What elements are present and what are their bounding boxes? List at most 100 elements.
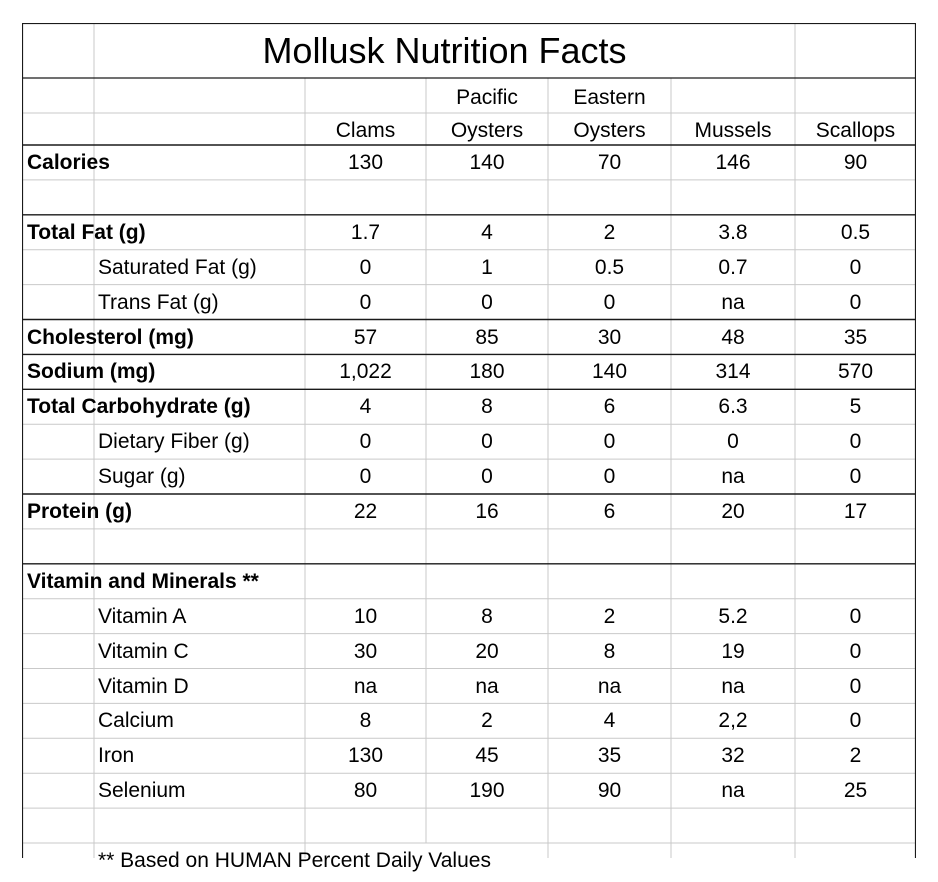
table-cell: 0 <box>603 290 616 314</box>
table-cell: 0 <box>359 465 372 489</box>
table-cell: 25 <box>843 779 868 803</box>
table-cell: 0 <box>849 430 862 454</box>
table-cell: na <box>475 674 499 698</box>
table-cell: 130 <box>347 151 384 174</box>
table-cell: 0 <box>849 674 862 698</box>
row-label: Sugar (g) <box>98 465 186 489</box>
table-cell: 0 <box>481 290 493 314</box>
table-cell: 2 <box>849 744 862 768</box>
table-cell: 70 <box>597 151 622 174</box>
column-header: Clams <box>335 119 396 142</box>
table-cell: 140 <box>591 360 628 384</box>
table-cell: na <box>721 779 745 803</box>
table-cell: 570 <box>837 360 874 384</box>
table-cell: 0 <box>603 465 616 489</box>
table-cell: 20 <box>721 500 745 523</box>
row-label: Calcium <box>98 709 174 733</box>
table-cell: 0 <box>359 290 372 314</box>
table-cell: 35 <box>597 744 622 768</box>
table-cell: 8 <box>603 639 616 663</box>
table-cell: 0 <box>481 465 493 489</box>
table-cell: 8 <box>481 395 493 419</box>
row-label: Vitamin D <box>98 674 189 698</box>
table-cell: 0 <box>727 430 739 454</box>
table-cell: 4 <box>603 709 616 733</box>
page-title: Mollusk Nutrition Facts <box>262 30 627 71</box>
table-cell: 0 <box>849 604 862 628</box>
table-cell: 4 <box>481 220 493 244</box>
table-cell: 8 <box>481 604 493 628</box>
table-cell: 16 <box>475 500 499 523</box>
table-cell: 35 <box>843 325 868 349</box>
row-label: Calories <box>27 151 110 174</box>
table-cell: 130 <box>347 744 384 768</box>
footnote: ** Based on HUMAN Percent Daily Values <box>98 849 491 872</box>
table-cell: 0.5 <box>840 220 871 244</box>
table-cell: na <box>721 465 745 489</box>
table-cell: 48 <box>721 325 745 349</box>
table-cell: 0 <box>849 290 862 314</box>
nutrition-sheet: Mollusk Nutrition Facts Clams Pacific Oyst… <box>22 23 916 871</box>
table-cell: 0 <box>481 430 493 454</box>
table-cell: 30 <box>597 325 622 349</box>
row-label: Total Carbohydrate (g) <box>27 395 251 419</box>
table-cell: 0.5 <box>594 255 625 279</box>
table-cell: 5.2 <box>718 604 748 628</box>
row-label: Vitamin A <box>98 604 187 628</box>
table-cell: 30 <box>353 639 378 663</box>
table-cell: 90 <box>843 151 868 174</box>
table-cell: 3.8 <box>718 220 748 244</box>
row-label: Trans Fat (g) <box>98 290 219 314</box>
table-cell: 0.7 <box>718 255 748 279</box>
table-cell: 0 <box>849 255 862 279</box>
column-header: Scallops <box>815 119 896 142</box>
table-cell: 10 <box>353 604 378 628</box>
table-cell: 0 <box>849 709 862 733</box>
table-cell: na <box>597 674 622 698</box>
table-cell: 6 <box>603 395 616 419</box>
table-cell: 190 <box>469 779 505 803</box>
table-cell: na <box>721 290 745 314</box>
column-header: Mussels <box>694 119 772 142</box>
row-label: Total Fat (g) <box>27 220 146 244</box>
table-cell: 17 <box>843 500 868 523</box>
table-cell: na <box>353 674 378 698</box>
column-header-line1: Eastern <box>573 86 646 109</box>
table-cell: 180 <box>469 360 505 384</box>
row-label: Iron <box>98 744 135 768</box>
row-label: Vitamin C <box>98 639 189 663</box>
column-header-line1: Pacific <box>456 86 518 109</box>
table-cell: 6.3 <box>718 395 748 419</box>
row-label: Vitamin and Minerals ** <box>27 569 259 593</box>
table-cell: 22 <box>353 500 378 523</box>
column-header: Oysters <box>573 119 646 142</box>
table-cell: na <box>721 674 745 698</box>
table-border <box>22 23 916 858</box>
row-label: Dietary Fiber (g) <box>98 430 250 454</box>
table-cell: 146 <box>715 151 751 174</box>
table-cell: 2 <box>603 220 616 244</box>
row-label: Protein (g) <box>27 500 132 523</box>
row-label: Cholesterol (mg) <box>27 325 194 349</box>
table-cell: 1.7 <box>350 220 381 244</box>
table-cell: 45 <box>475 744 499 768</box>
table-cell: 32 <box>721 744 745 768</box>
table-cell: 90 <box>597 779 622 803</box>
table-cell: 4 <box>359 395 372 419</box>
table-cell: 2,2 <box>718 709 748 733</box>
row-label: Sodium (mg) <box>27 360 156 384</box>
table-cell: 85 <box>475 325 499 349</box>
table-cell: 80 <box>353 779 378 803</box>
row-label: Saturated Fat (g) <box>98 255 257 279</box>
table-cell: 0 <box>849 465 862 489</box>
table-cell: 20 <box>475 639 499 663</box>
table-grid <box>22 23 916 858</box>
table-cell: 0 <box>603 430 616 454</box>
table-cell: 140 <box>469 151 505 174</box>
table-cell: 8 <box>359 709 372 733</box>
table-cell: 314 <box>715 360 751 384</box>
column-header: Oysters <box>450 119 524 142</box>
table-cell: 1 <box>481 255 493 279</box>
table-cell: 5 <box>849 395 862 419</box>
row-label: Selenium <box>98 779 186 803</box>
